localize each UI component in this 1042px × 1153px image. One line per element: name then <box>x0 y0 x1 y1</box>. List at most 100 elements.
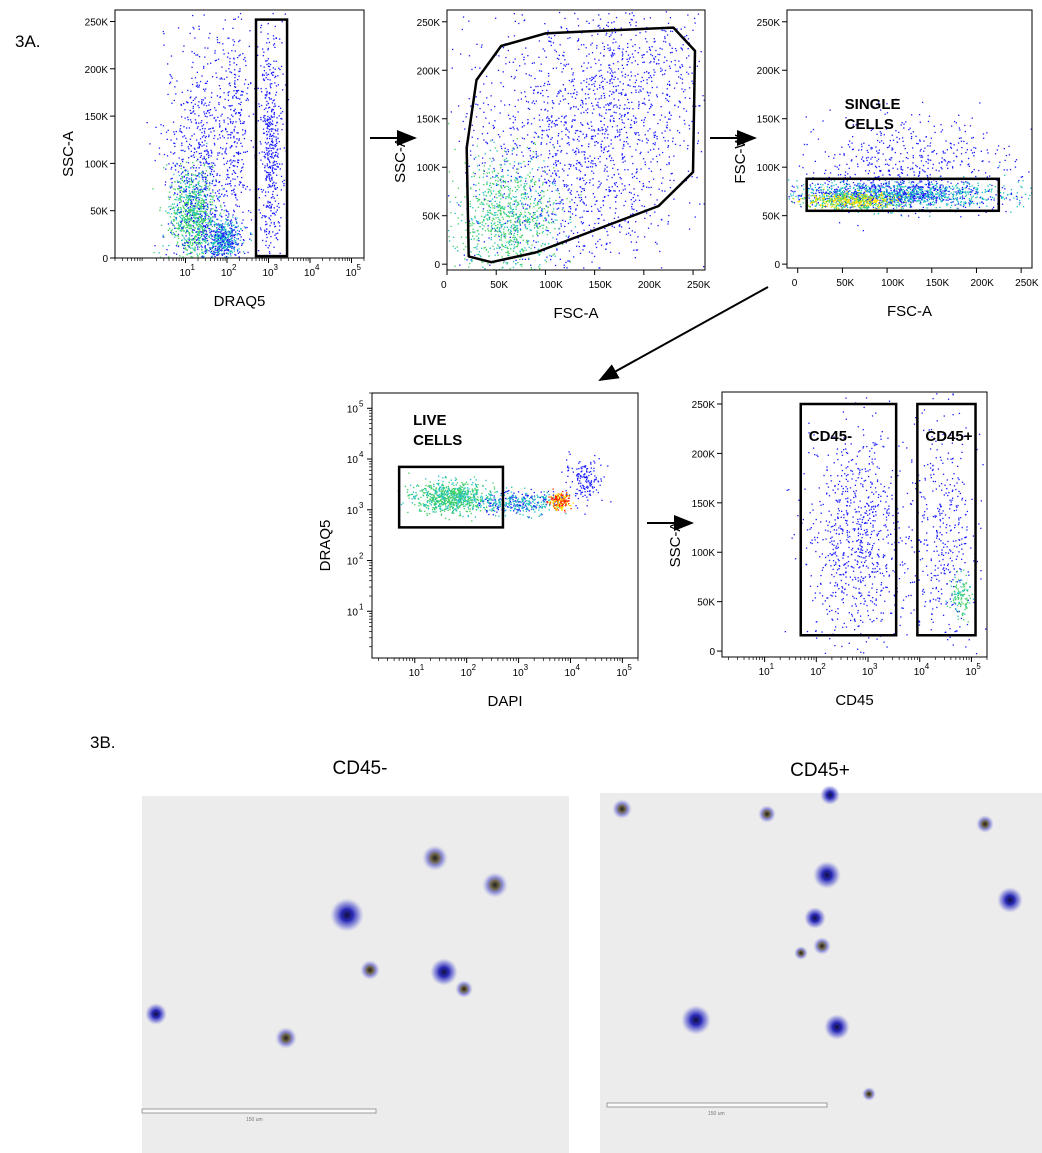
scale-bar-label: 150 um <box>246 1117 263 1123</box>
scatter-points <box>788 98 1033 232</box>
x-tick-label: 10 <box>564 668 576 679</box>
y-tick-label: 250K <box>757 18 781 29</box>
gate <box>805 177 1001 213</box>
x-tick-label: 250K <box>1015 278 1039 289</box>
plot-frame <box>114 9 365 259</box>
y-tick-label: 150K <box>85 112 109 123</box>
x-tick-label: 10 <box>409 668 421 679</box>
cell <box>976 815 994 833</box>
micrograph-right-title: CD45+ <box>790 760 850 781</box>
gate <box>397 465 505 529</box>
scale-bar <box>606 1102 828 1108</box>
x-tick-exponent: 3 <box>524 663 529 672</box>
cell <box>794 946 808 960</box>
y-tick-label: 50K <box>697 598 715 609</box>
y-tick-label: 50K <box>422 212 440 223</box>
x-tick-label: 10 <box>263 268 275 279</box>
x-tick-label: 100K <box>881 278 905 289</box>
x-tick-label: 100K <box>539 280 563 291</box>
x-tick-label: 10 <box>914 667 926 678</box>
x-tick-label: 250K <box>687 280 711 291</box>
x-tick-exponent: 3 <box>274 263 279 272</box>
scatter-points <box>448 11 705 271</box>
x-tick-label: 150K <box>926 278 950 289</box>
x-tick-label: 10 <box>862 667 874 678</box>
scale-bar <box>141 1108 377 1114</box>
y-tick-label: 0 <box>774 260 780 271</box>
gate-label: CD45- <box>809 428 852 445</box>
gate-label: CELLS <box>413 432 462 449</box>
x-tick-label: 10 <box>513 668 525 679</box>
gate <box>465 26 697 264</box>
y-tick-label: 10 <box>347 607 359 618</box>
y-tick-label: 0 <box>434 260 440 271</box>
arrow-3 <box>598 286 769 381</box>
y-axis-label: FSC-W <box>732 134 749 184</box>
cell <box>813 937 831 955</box>
x-tick-label: 10 <box>759 667 771 678</box>
cell <box>422 845 448 871</box>
gating-plot-dapi-draq5: 101102103104105101102103104105DAPIDRAQ5L… <box>317 392 639 710</box>
y-tick-exponent: 1 <box>359 602 364 611</box>
gate-label: CD45+ <box>925 428 972 445</box>
cell <box>360 960 380 980</box>
x-tick-label: 10 <box>616 668 628 679</box>
y-axis-label: SSC-A <box>392 137 409 183</box>
x-tick-label: 10 <box>180 268 192 279</box>
y-tick-label: 0 <box>709 647 715 658</box>
y-tick-label: 250K <box>85 17 109 28</box>
y-tick-label: 150K <box>692 499 716 510</box>
gating-plot-cd45-ssc: 101102103104105050K100K150K200K250KCD45S… <box>667 391 988 709</box>
y-tick-exponent: 3 <box>359 501 364 510</box>
y-tick-exponent: 4 <box>359 450 364 459</box>
x-tick-label: 50K <box>836 278 854 289</box>
y-tick-label: 200K <box>85 65 109 76</box>
x-tick-label: 10 <box>810 667 822 678</box>
scatter-points <box>397 451 612 522</box>
y-tick-exponent: 5 <box>359 399 364 408</box>
x-tick-exponent: 2 <box>821 662 826 671</box>
gate-label: LIVE <box>413 412 446 429</box>
cell <box>430 958 458 986</box>
x-tick-label: 0 <box>792 278 798 289</box>
y-tick-label: 100K <box>85 159 109 170</box>
y-tick-label: 200K <box>757 66 781 77</box>
y-axis-label: SSC-A <box>60 131 77 177</box>
x-tick-exponent: 5 <box>627 663 632 672</box>
x-tick-exponent: 1 <box>191 263 196 272</box>
x-tick-exponent: 4 <box>925 662 930 671</box>
x-tick-label: 10 <box>346 268 358 279</box>
cell <box>820 785 840 805</box>
plot-frame <box>721 391 988 658</box>
x-tick-exponent: 3 <box>873 662 878 671</box>
x-tick-exponent: 2 <box>472 663 477 672</box>
micrograph-cd45-negative: 150 um <box>141 796 569 1153</box>
x-tick-label: 10 <box>965 667 977 678</box>
cell <box>824 1014 850 1040</box>
x-tick-label: 200K <box>638 280 662 291</box>
x-tick-label: 0 <box>441 280 447 291</box>
x-axis-label: FSC-A <box>887 303 932 320</box>
y-tick-label: 150K <box>757 115 781 126</box>
cell <box>758 805 776 823</box>
scatter-points <box>784 393 987 655</box>
x-axis-label: DAPI <box>487 693 522 710</box>
scatter-points <box>146 12 290 258</box>
y-tick-label: 10 <box>347 557 359 568</box>
y-tick-label: 10 <box>347 404 359 415</box>
x-tick-label: 50K <box>490 280 508 291</box>
cell <box>813 861 841 889</box>
x-axis-label: DRAQ5 <box>214 293 266 310</box>
x-tick-exponent: 2 <box>232 263 237 272</box>
gate-label: SINGLE <box>845 96 901 113</box>
plot-frame <box>371 392 639 659</box>
x-tick-label: 10 <box>304 268 316 279</box>
cell <box>804 907 826 929</box>
gate <box>254 18 289 258</box>
y-tick-label: 150K <box>417 115 441 126</box>
y-tick-label: 100K <box>692 548 716 559</box>
x-tick-exponent: 5 <box>976 662 981 671</box>
gating-plot-fsc-ssc: 0 50K 100K 150K 200K 250K 0 50K 100K 150K 200K 250K… <box>392 9 711 322</box>
y-tick-label: 200K <box>692 449 716 460</box>
cell <box>330 898 364 932</box>
